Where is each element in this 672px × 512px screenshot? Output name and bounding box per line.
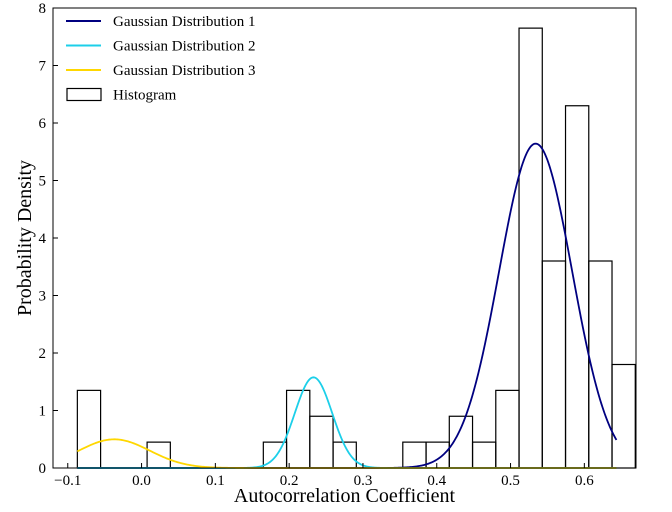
y-tick-label: 1 xyxy=(39,404,47,420)
y-tick-label: 6 xyxy=(39,116,47,132)
x-axis-ticks: −0.1 0.0 0.1 0.2 0.3 0.4 0.5 0.6 xyxy=(54,463,594,489)
y-tick-label: 5 xyxy=(39,174,47,190)
x-tick-label: −0.1 xyxy=(54,473,81,489)
y-tick-label: 8 xyxy=(39,1,47,17)
y-tick-label: 0 xyxy=(39,461,47,477)
legend-label: Gaussian Distribution 3 xyxy=(113,63,256,79)
legend-swatch xyxy=(66,87,102,102)
x-tick-label: 0.0 xyxy=(132,473,151,489)
gaussian-curves xyxy=(76,142,618,469)
x-tick-label: 0.1 xyxy=(206,473,225,489)
x-tick-label: 0.2 xyxy=(280,473,299,489)
x-tick-label: 0.5 xyxy=(501,473,520,489)
legend-label: Histogram xyxy=(113,88,177,104)
histogram-bar xyxy=(471,441,497,469)
histogram-bar xyxy=(76,389,102,469)
y-tick-label: 7 xyxy=(39,59,47,75)
y-axis-ticks: 0 1 2 3 4 5 6 7 8 xyxy=(39,1,58,477)
legend: Gaussian Distribution 1 Gaussian Distribu… xyxy=(66,14,256,104)
x-axis-label: Autocorrelation Coefficient xyxy=(234,485,456,507)
histogram-bar xyxy=(309,415,334,469)
y-tick-label: 4 xyxy=(39,231,47,247)
histogram-bar xyxy=(588,260,613,469)
x-tick-label: 0.3 xyxy=(354,473,373,489)
legend-item: Histogram xyxy=(66,87,177,104)
histogram-bar xyxy=(541,260,567,469)
y-tick-label: 3 xyxy=(39,289,47,305)
legend-label: Gaussian Distribution 2 xyxy=(113,39,256,55)
gaussian-curve-3 xyxy=(76,438,617,469)
x-tick-label: 0.4 xyxy=(427,473,446,489)
histogram-bar xyxy=(518,27,543,469)
histogram-bar xyxy=(611,363,636,469)
legend-label: Gaussian Distribution 1 xyxy=(113,14,256,30)
histogram-bar xyxy=(402,441,427,469)
y-axis-label: Probability Density xyxy=(14,160,36,316)
legend-item: Gaussian Distribution 3 xyxy=(66,63,256,79)
histogram-bar xyxy=(564,105,590,469)
legend-item: Gaussian Distribution 1 xyxy=(66,14,256,30)
gaussian-curve-1 xyxy=(77,142,618,469)
histogram-bar xyxy=(495,389,520,469)
x-tick-label: 0.6 xyxy=(575,473,594,489)
legend-item: Gaussian Distribution 2 xyxy=(66,39,256,55)
y-tick-label: 2 xyxy=(39,346,47,362)
